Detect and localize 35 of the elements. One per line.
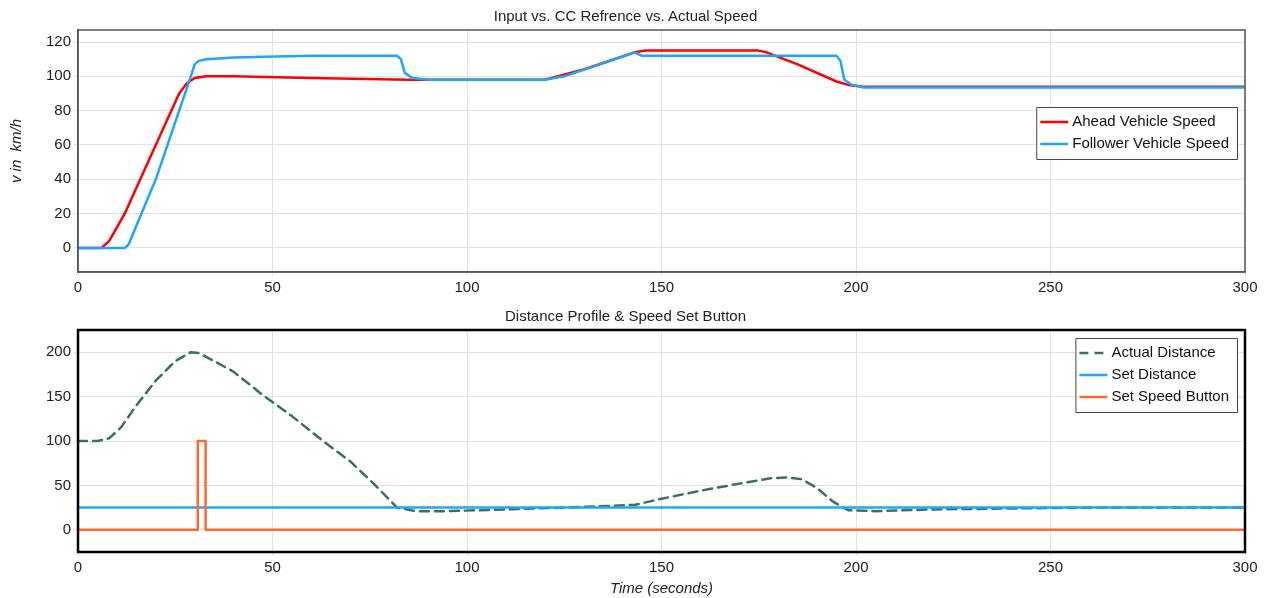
x-tick-label: 100 (454, 558, 480, 576)
y-tick-label: 20 (54, 203, 71, 221)
x-tick-label: 0 (73, 558, 83, 576)
y-tick-label: 50 (54, 475, 71, 493)
y-tick-label: 200 (45, 342, 71, 360)
x-tick-label: 300 (1232, 558, 1258, 576)
x-axis-title: Time (seconds) (609, 579, 714, 597)
x-tick-label: 300 (1232, 278, 1258, 296)
x-tick-label: 250 (1037, 558, 1064, 576)
y-tick-label: 40 (54, 169, 71, 187)
legend-label: Set Distance (1111, 365, 1197, 383)
x-tick-label: 150 (648, 558, 675, 576)
x-tick-label: 100 (454, 278, 480, 296)
x-tick-label: 0 (73, 278, 83, 296)
legend-label: Set Speed Button (1111, 387, 1229, 405)
chart-title: Distance Profile & Speed Set Button (505, 307, 746, 325)
legend-label: Ahead Vehicle Speed (1072, 112, 1216, 130)
y-tick-label: 100 (45, 66, 71, 84)
y-tick-label: 80 (54, 100, 71, 118)
x-tick-label: 150 (648, 278, 675, 296)
y-tick-label: 100 (45, 431, 71, 449)
y-tick-label: 150 (45, 386, 71, 404)
y-tick-label: 0 (62, 519, 71, 537)
chart-title: Input vs. CC Refrence vs. Actual Speed (493, 7, 758, 25)
y-tick-label: 0 (62, 238, 71, 256)
legend-label: Actual Distance (1111, 343, 1216, 361)
y-axis-title: v in km/h (7, 118, 25, 184)
x-tick-label: 200 (843, 558, 869, 576)
legend-label: Follower Vehicle Speed (1072, 134, 1230, 152)
x-tick-label: 50 (264, 278, 281, 296)
x-tick-label: 250 (1037, 278, 1064, 296)
x-tick-label: 50 (264, 558, 281, 576)
y-tick-label: 120 (45, 32, 71, 50)
x-tick-label: 200 (843, 278, 869, 296)
y-tick-label: 60 (54, 135, 71, 153)
